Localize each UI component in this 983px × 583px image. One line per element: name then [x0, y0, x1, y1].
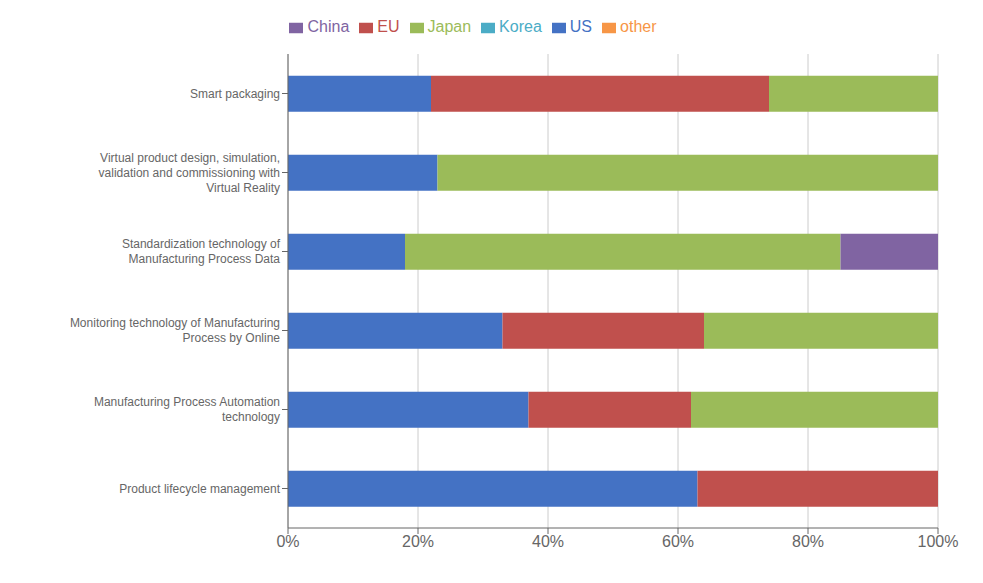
svg-text:40%: 40%: [532, 533, 564, 550]
svg-text:Virtual product design, simula: Virtual product design, simulation,valid…: [99, 151, 280, 195]
html-text:Japan: Japan: [427, 18, 472, 35]
svg-text:80%: 80%: [792, 533, 824, 550]
svg-text:Smart packaging: Smart packaging: [190, 87, 280, 101]
svg-text:0%: 0%: [276, 533, 299, 550]
html-text:Korea: Korea: [499, 18, 542, 35]
svg-text:100%: 100%: [918, 533, 959, 550]
html-text:US: US: [569, 18, 592, 35]
svg-text:Product lifecycle management: Product lifecycle management: [119, 482, 280, 496]
svg-text:Manufacturing Process Automati: Manufacturing Process Automationtechnolo…: [94, 395, 280, 424]
svg-text:20%: 20%: [402, 533, 434, 550]
html-text:EU: EU: [377, 18, 400, 35]
html-text:China: China: [307, 18, 350, 35]
svg-text:Monitoring technology of Manuf: Monitoring technology of ManufacturingPr…: [70, 316, 280, 345]
svg-text:60%: 60%: [662, 533, 694, 550]
svg-text:Standardization technology ofM: Standardization technology ofManufacturi…: [122, 237, 281, 266]
html-text:other: other: [620, 18, 657, 35]
